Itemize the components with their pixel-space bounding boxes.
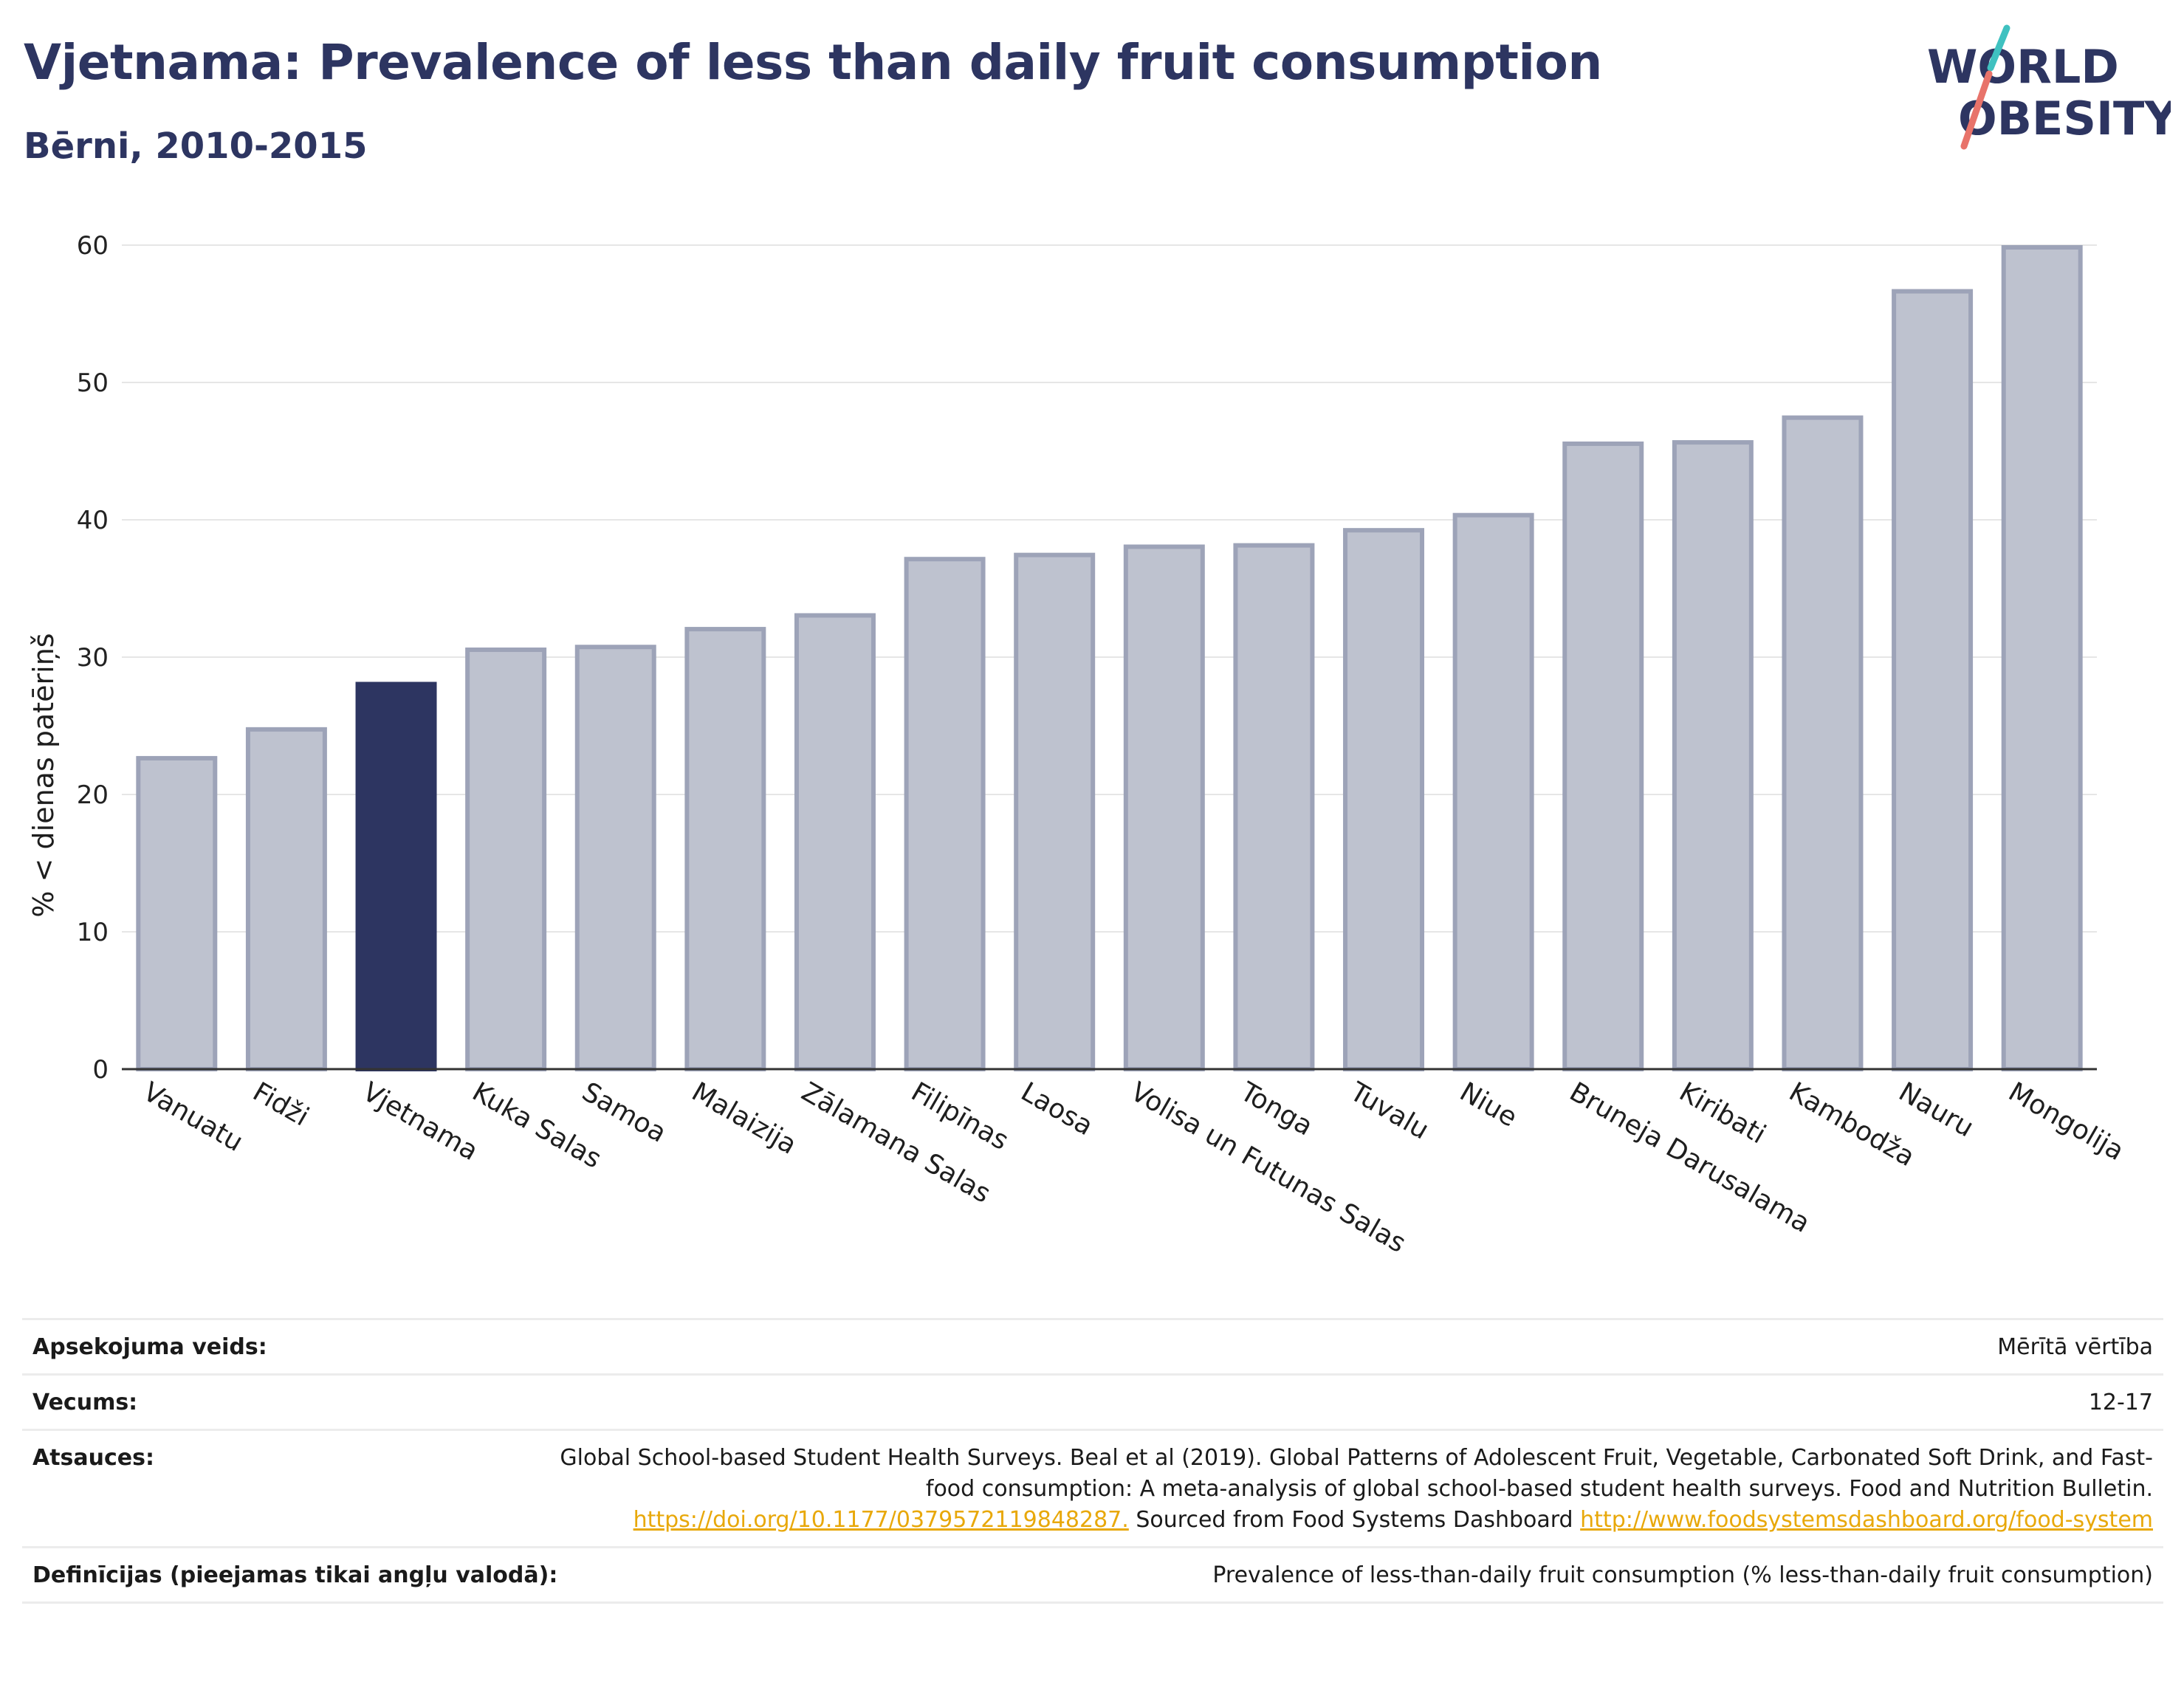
bar [1452,512,1534,1071]
x-tick-label: Niue [1455,1077,1522,1133]
x-tick-label: Tuvalu [1345,1077,1434,1146]
bar [136,755,218,1071]
bar [1672,440,1754,1071]
x-tick-label: Malaizija [687,1077,802,1161]
details-row-age: Vecums: 12-17 [22,1373,2163,1429]
bar [684,627,766,1071]
bar [355,682,437,1071]
references-value: Global School-based Student Health Surve… [529,1443,2153,1536]
x-tick-label: Fidži [247,1077,314,1132]
x-tick-label: Vjetnama [357,1077,483,1167]
definitions-label: Definīcijas (pieejamas tikai angļu valod… [32,1562,558,1588]
world-obesity-logo-graphic: WORLD OBESITY [1927,24,2171,150]
bar [1014,552,1096,1071]
page-subtitle: Bērni, 2010-2015 [24,126,368,167]
x-tick-label: Laosa [1016,1077,1098,1141]
details-table: Apsekojuma veids: Mērītā vērtība Vecums:… [22,1318,2163,1604]
details-row-definitions: Definīcijas (pieejamas tikai angļu valod… [22,1546,2163,1604]
x-tick-label: Samoa [577,1077,671,1149]
y-tick-label: 20 [77,780,109,810]
bar [1892,289,1974,1071]
age-value: 12-17 [2088,1390,2153,1415]
definitions-value: Prevalence of less-than-daily fruit cons… [1212,1562,2153,1588]
survey-type-label: Apsekojuma veids: [32,1334,267,1360]
bar [2001,245,2083,1071]
logo-slash-coral [1960,70,1993,150]
gridlines [122,244,2097,933]
doi-link[interactable]: https://doi.org/10.1177/0379572119848287… [633,1507,1129,1533]
bar [1123,544,1205,1072]
bar-chart: 0 10 20 30 40 50 60 Vanuatu Fidži Vjetnama Kuka Sa… [0,207,2184,1270]
bar [1343,528,1425,1072]
y-tick-label: 0 [92,1055,109,1085]
details-row-references: Atsauces: Global School-based Student He… [22,1429,2163,1546]
x-tick-label: Zālamana Salas [796,1077,995,1209]
x-tick-label: Kambodža [1784,1077,1920,1173]
bars [136,245,2083,1072]
x-tick-label: Nauru [1894,1077,1979,1143]
y-tick-label: 30 [77,643,109,673]
y-tick-label: 60 [77,231,109,261]
age-label: Vecums: [32,1390,138,1415]
references-source-text: Sourced from Food Systems Dashboard [1136,1507,1573,1533]
bar [245,727,327,1071]
x-tick-label: Vanuatu [138,1077,248,1158]
bar [574,645,656,1071]
x-tick-label: Tonga [1234,1077,1318,1142]
page-title: Vjetnama: Prevalence of less than daily … [24,34,1602,91]
bar [465,647,547,1071]
references-label: Atsauces: [32,1445,154,1471]
y-tick-label: 40 [77,506,109,535]
y-axis-label: % < dienas patēriņš [27,633,60,917]
logo-slash-teal [1987,24,2010,72]
y-tick-label: 50 [77,368,109,398]
bar [1562,441,1644,1072]
bar [904,557,986,1072]
bar [1233,543,1315,1071]
food-systems-dashboard-link[interactable]: http://www.foodsystemsdashboard.org/food… [1580,1507,2153,1533]
bar [1782,415,1864,1071]
bar [794,613,876,1071]
references-text: Global School-based Student Health Surve… [560,1445,2153,1502]
logo-word-obesity: OBESITY [1958,92,2171,145]
details-row-survey: Apsekojuma veids: Mērītā vērtība [22,1318,2163,1373]
world-obesity-logo: WORLD OBESITY [1920,22,2171,162]
x-tick-label: Mongolija [2003,1077,2129,1167]
logo-word-world: WORLD [1927,40,2119,94]
y-tick-label: 10 [77,918,109,947]
survey-type-value: Mērītā vērtība [1997,1334,2153,1360]
